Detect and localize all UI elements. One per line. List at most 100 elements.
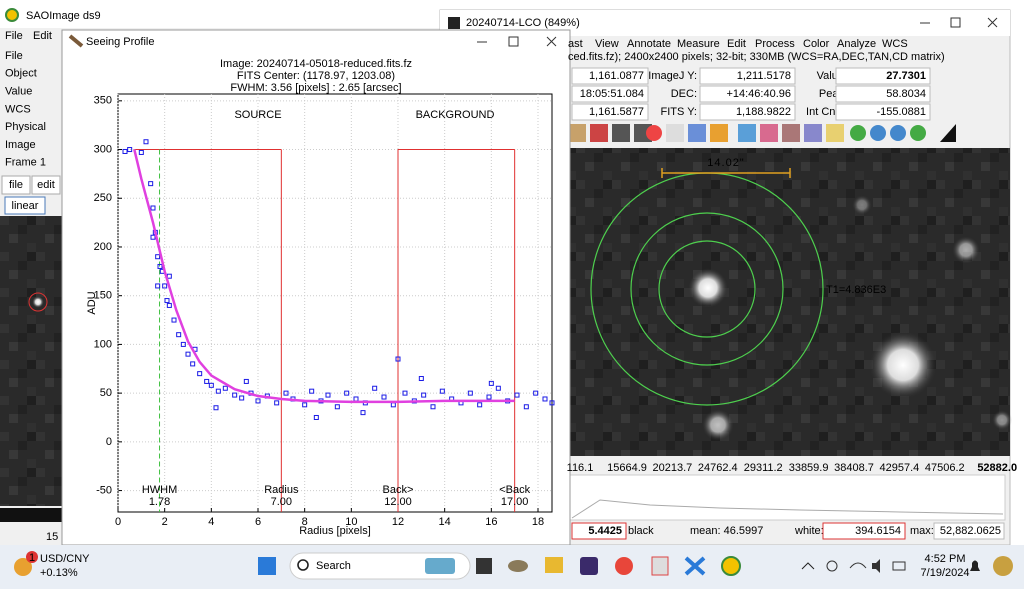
menu-item[interactable]: ast xyxy=(568,38,583,50)
tool-icon[interactable] xyxy=(612,124,630,142)
app-icon xyxy=(6,9,18,21)
menu-item[interactable]: File xyxy=(5,30,23,42)
toolbar xyxy=(568,124,956,142)
y-axis-label: ADU xyxy=(86,291,98,314)
search-label[interactable]: Search xyxy=(316,560,351,572)
menu-item[interactable]: WCS xyxy=(882,38,908,50)
stat-value: 52,882.0625 xyxy=(940,525,1001,537)
app-icon[interactable] xyxy=(508,560,528,572)
badge-label: 1 xyxy=(29,552,35,564)
star xyxy=(869,331,937,399)
info-value: 58.8034 xyxy=(886,88,926,100)
y-tick-label: 200 xyxy=(94,241,112,253)
info-value: +14:46:40.96 xyxy=(726,88,791,100)
stat-value: 394.6154 xyxy=(855,525,901,537)
y-tick-label: 100 xyxy=(94,338,112,350)
info-label: Object xyxy=(5,68,37,80)
menu-item[interactable]: Color xyxy=(803,38,830,50)
info-label: Image xyxy=(5,139,36,151)
scale-bar-label: 14.02" xyxy=(707,157,744,169)
tool-icon[interactable] xyxy=(568,124,586,142)
taskbar xyxy=(0,545,1024,589)
info-value: 1,161.0877 xyxy=(589,70,644,82)
info-value: 1,188.9822 xyxy=(736,106,791,118)
tool-icon[interactable] xyxy=(760,124,778,142)
tool-icon[interactable] xyxy=(826,124,844,142)
colorbar-tick: 29311.2 xyxy=(744,462,783,474)
info-label: DEC: xyxy=(671,88,697,100)
chart-title: FWHM: 3.56 [pixels] : 2.65 [arcsec] xyxy=(230,82,401,94)
tool-icon[interactable] xyxy=(890,125,906,141)
file-info: ced.fits.fz); 2400x2400 pixels; 32-bit; … xyxy=(568,51,945,63)
marker-value: 12.00 xyxy=(384,496,412,508)
colorbar-tick: 47506.2 xyxy=(925,462,965,474)
start-button[interactable] xyxy=(258,557,276,575)
menu-item[interactable]: Measure xyxy=(677,38,720,50)
y-tick-label: 0 xyxy=(106,436,112,448)
region-label: BACKGROUND xyxy=(416,109,495,121)
colorbar-tick: 52882.0 xyxy=(977,462,1017,474)
x-tick-label: 0 xyxy=(115,516,121,528)
info-label: ImageJ Y: xyxy=(648,70,697,82)
menu-item[interactable]: Analyze xyxy=(837,38,876,50)
tool-icon[interactable] xyxy=(804,124,822,142)
info-label: Frame 1 xyxy=(5,157,46,169)
chart-title: FITS Center: (1178.97, 1203.08) xyxy=(237,70,395,82)
info-value: 18:05:51.084 xyxy=(580,88,644,100)
marker-value: 7.00 xyxy=(271,496,292,508)
tool-icon[interactable] xyxy=(738,124,756,142)
app-icon xyxy=(448,17,460,29)
info-label: FITS Y: xyxy=(661,106,697,118)
star xyxy=(852,195,872,215)
info-value: 27.7301 xyxy=(886,70,926,82)
app-icon[interactable] xyxy=(580,557,598,575)
app-icon[interactable] xyxy=(545,557,563,573)
y-tick-label: 350 xyxy=(94,95,112,107)
x-tick-label: 12 xyxy=(392,516,404,528)
stat-label: black xyxy=(628,525,654,537)
star xyxy=(32,296,44,308)
y-tick-label: 50 xyxy=(100,387,112,399)
colorbar-tick: 38408.7 xyxy=(834,462,874,474)
menu-item[interactable]: Edit xyxy=(33,30,52,42)
tool-icon[interactable] xyxy=(688,124,706,142)
marker-label: HWHM xyxy=(142,484,177,496)
colorbar-tick: 24762.4 xyxy=(698,462,738,474)
menu-item[interactable]: Annotate xyxy=(627,38,671,50)
plot-frame xyxy=(118,94,552,512)
chart-title: Image: 20240714-05018-reduced.fits.fz xyxy=(220,58,412,70)
colorbar-tick: 20213.7 xyxy=(653,462,693,474)
menu-item[interactable]: Edit xyxy=(727,38,746,50)
button-label: file xyxy=(9,179,23,191)
tool-icon[interactable] xyxy=(910,125,926,141)
x-tick-label: 4 xyxy=(208,516,214,528)
x-axis-label: Radius [pixels] xyxy=(299,525,371,537)
app-icon[interactable] xyxy=(476,558,492,574)
tool-icon[interactable] xyxy=(782,124,800,142)
tool-icon[interactable] xyxy=(850,125,866,141)
tool-icon[interactable] xyxy=(666,124,684,142)
region-label: SOURCE xyxy=(234,109,281,121)
tool-icon[interactable] xyxy=(646,125,662,141)
y-tick-label: 250 xyxy=(94,192,112,204)
image-strip xyxy=(0,216,62,506)
info-value: -155.0881 xyxy=(876,106,926,118)
x-tick-label: 14 xyxy=(439,516,451,528)
app-icon[interactable] xyxy=(652,557,668,575)
tool-icon[interactable] xyxy=(590,124,608,142)
tool-icon[interactable] xyxy=(870,125,886,141)
info-label: Value xyxy=(5,86,32,98)
widget-title: USD/CNY xyxy=(40,553,90,565)
star xyxy=(992,410,1012,430)
info-label: File xyxy=(5,50,23,62)
info-value: 1,211.5178 xyxy=(737,70,791,82)
menu-item[interactable]: Process xyxy=(755,38,795,50)
menu-item[interactable]: View xyxy=(595,38,619,50)
app-icon[interactable] xyxy=(722,557,740,575)
app-icon[interactable] xyxy=(615,557,633,575)
avatar[interactable] xyxy=(993,556,1013,576)
tool-icon[interactable] xyxy=(710,124,728,142)
scale-label: linear xyxy=(12,200,39,212)
x-tick-label: 18 xyxy=(532,516,544,528)
